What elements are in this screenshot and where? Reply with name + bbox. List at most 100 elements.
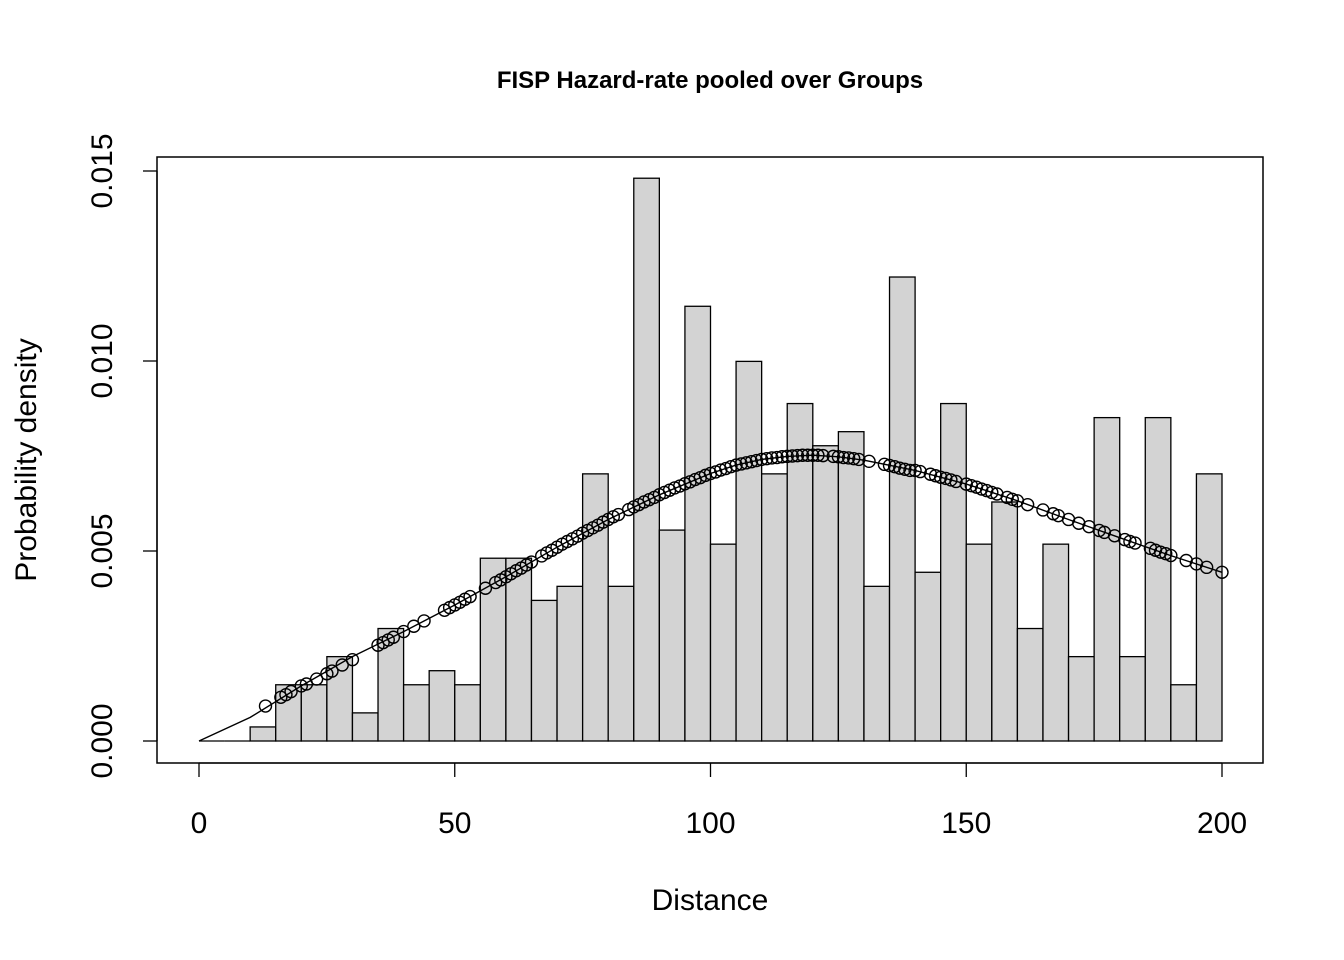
observed-point [309,672,324,686]
chart-title: FISP Hazard-rate pooled over Groups [497,67,923,94]
histogram-bar [1067,655,1095,742]
observed-point [335,658,349,672]
histogram-bar [1042,543,1070,742]
observed-point [795,448,810,462]
observed-point [1164,548,1178,563]
observed-point [1020,497,1035,512]
observed-point [816,448,830,463]
histogram-bar [633,177,661,742]
observed-point [836,450,851,465]
observed-point [744,455,759,469]
x-tick-label: 150 [941,807,991,840]
observed-point [913,464,927,479]
observed-point [800,448,815,462]
histogram-bar [1119,655,1146,742]
histogram-bar [351,712,379,742]
observed-point [985,485,999,500]
observed-point [765,451,779,465]
observed-point [826,449,840,464]
observed-point [831,450,846,464]
histogram-bar [454,684,481,742]
histogram-bar [914,571,942,742]
x-tick-label: 0 [191,807,208,840]
observed-point [903,463,917,478]
observed-point [760,451,774,466]
x-tick-label: 100 [685,807,735,840]
y-axis-label: Probability density [10,338,43,581]
observed-point [775,450,789,464]
histogram-bar [377,627,405,742]
observed-point [928,469,943,483]
histogram-bar [709,543,737,742]
histogram-bar [402,684,430,742]
histogram-bars [199,177,1223,742]
observed-point [749,453,764,468]
y-tick-label: 0.010 [86,323,119,398]
observed-point [284,684,298,699]
observed-point [908,463,922,478]
observed-point [959,477,973,491]
fitted-curve [198,454,1223,742]
x-axis-label: Distance [652,884,769,917]
histogram-bar [428,670,456,742]
observed-point [729,458,743,472]
observed-point [478,581,493,595]
histogram-bar [1016,627,1044,742]
observed-point [325,664,339,678]
histogram-bar [940,402,967,742]
x-tick-label: 50 [438,807,471,840]
observed-point [841,451,856,465]
observed-point [724,459,738,474]
observed-points [258,448,1229,713]
observed-point [862,454,876,469]
histogram-bar [505,557,533,742]
histogram-bar [658,529,686,742]
observed-point [386,630,401,644]
observed-point [790,448,805,463]
observed-point [877,457,892,472]
y-axis: 0.000 0.005 0.010 0.015 [86,133,158,779]
y-tick-label: 0.000 [86,703,119,778]
observed-point [739,456,754,470]
histogram-bar [812,445,840,742]
histogram-bar [888,276,916,742]
observed-point [754,452,769,467]
observed-point [893,461,907,475]
observed-point [811,448,825,462]
observed-point [734,457,748,471]
observed-point [806,448,820,462]
observed-point [923,467,938,481]
observed-point [1128,536,1142,550]
observed-point [949,474,963,489]
histogram-bar [556,585,584,742]
x-axis: 0 50 100 150 200 [191,762,1247,840]
observed-point [463,589,477,604]
histogram-bar [965,543,993,742]
observed-point [939,471,953,486]
observed-point [1123,534,1137,549]
histogram-bar [863,585,891,742]
observed-point [417,614,431,628]
observed-point [898,462,912,476]
observed-point [785,449,800,463]
histogram-bar [249,726,277,742]
observed-point [770,450,784,465]
observed-point [345,652,360,667]
observed-point [524,555,539,569]
histogram-bar [684,305,712,742]
histogram-bar [300,684,328,742]
observed-point [396,624,411,639]
observed-point [780,449,794,464]
histogram-bar [735,360,763,742]
observed-point [1005,492,1019,507]
histogram-bar [1144,416,1172,742]
histogram-bar [1195,473,1223,742]
observed-point [852,452,866,467]
observed-point [407,619,421,633]
histogram-bar [991,501,1019,742]
observed-point [882,458,897,473]
observed-point [1199,560,1214,575]
histogram-bar [1093,416,1121,742]
observed-point [944,473,958,487]
